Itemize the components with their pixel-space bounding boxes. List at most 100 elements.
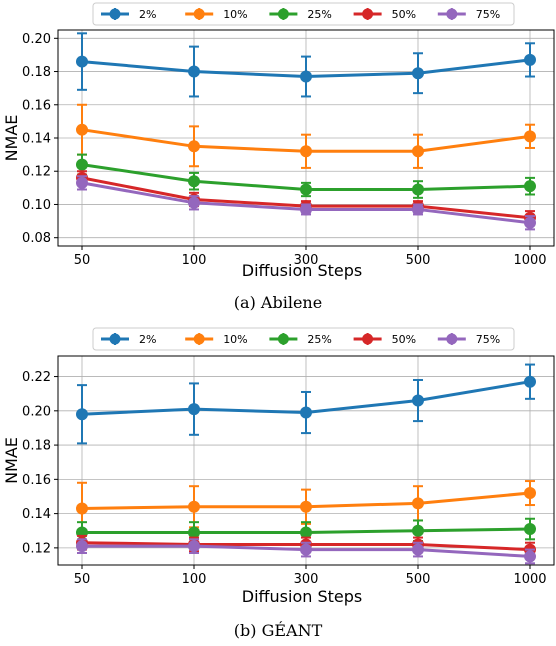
data-point — [300, 203, 312, 216]
data-point — [412, 543, 424, 556]
series-2pct — [76, 32, 536, 98]
data-point — [412, 524, 424, 537]
y-tick-label: 0.08 — [22, 231, 51, 246]
data-point — [412, 394, 424, 407]
legend-swatch-marker — [362, 333, 374, 345]
legend-swatch-marker — [109, 8, 121, 20]
legend-label: 25% — [307, 333, 331, 346]
legend-swatch-marker — [446, 333, 458, 345]
y-tick-label: 0.18 — [22, 439, 51, 454]
legend-item: 2% — [101, 8, 156, 21]
data-point — [188, 140, 200, 153]
data-point — [412, 67, 424, 80]
x-tick-label: 500 — [406, 572, 431, 587]
legend-item: 50% — [353, 333, 416, 346]
data-point — [412, 145, 424, 158]
data-point — [524, 180, 536, 193]
y-axis-label: NMAE — [2, 437, 21, 484]
data-point — [76, 408, 88, 421]
data-point — [300, 406, 312, 419]
data-point — [524, 53, 536, 66]
data-point — [188, 526, 200, 539]
data-point — [76, 540, 88, 553]
x-axis-label: Diffusion Steps — [242, 587, 363, 606]
panel-caption: (b) GÉANT — [234, 620, 323, 640]
legend-item: 25% — [269, 8, 332, 21]
legend-label: 75% — [476, 8, 500, 21]
legend-swatch-marker — [193, 8, 205, 20]
legend-swatch-marker — [446, 8, 458, 20]
y-tick-label: 0.22 — [22, 370, 51, 385]
x-tick-label: 300 — [294, 253, 319, 268]
legend-swatch-marker — [109, 333, 121, 345]
legend-label: 10% — [223, 333, 247, 346]
data-point — [188, 196, 200, 209]
data-point — [524, 550, 536, 563]
x-tick-label: 50 — [74, 253, 91, 268]
x-tick-label: 300 — [294, 572, 319, 587]
legend-item: 50% — [353, 8, 416, 21]
data-point — [76, 158, 88, 171]
legend: 2% 10% 25% 50% 75% — [92, 2, 515, 26]
data-point — [412, 497, 424, 510]
data-point — [412, 203, 424, 216]
data-point — [76, 502, 88, 515]
data-point — [300, 543, 312, 556]
legend-item: 75% — [437, 8, 500, 21]
y-tick-label: 0.12 — [22, 541, 51, 556]
data-point — [300, 500, 312, 513]
legend-label: 2% — [139, 333, 156, 346]
legend-label: 10% — [223, 8, 247, 21]
legend-item: 25% — [269, 333, 332, 346]
panel-caption: (a) Abilene — [234, 293, 322, 312]
legend-item: 10% — [185, 8, 248, 21]
y-tick-label: 0.16 — [22, 473, 51, 488]
data-point — [188, 500, 200, 513]
x-tick-label: 1000 — [513, 572, 546, 587]
legend-swatch-marker — [193, 333, 205, 345]
series-10pct — [76, 480, 536, 536]
x-tick-label: 100 — [182, 572, 207, 587]
y-tick-label: 0.14 — [22, 132, 51, 147]
data-point — [188, 403, 200, 416]
legend: 2% 10% 25% 50% 75% — [92, 327, 515, 351]
data-point — [524, 375, 536, 388]
data-point — [76, 123, 88, 136]
y-axis-label: NMAE — [2, 115, 21, 162]
series-10pct — [76, 103, 536, 169]
y-tick-label: 0.16 — [22, 98, 51, 113]
data-point — [300, 526, 312, 539]
x-tick-label: 500 — [406, 253, 431, 268]
legend-label: 25% — [307, 8, 331, 21]
data-point — [524, 130, 536, 143]
y-tick-label: 0.10 — [22, 198, 51, 213]
data-point — [524, 523, 536, 536]
data-point — [300, 70, 312, 83]
legend-label: 2% — [139, 8, 156, 21]
legend-label: 75% — [476, 333, 500, 346]
panel-geant: 0.12 0.14 0.16 0.18 0.20 0.22 50 100 300 500 1000 D… — [2, 327, 555, 640]
legend-swatch-marker — [277, 8, 289, 20]
x-tick-label: 50 — [74, 572, 91, 587]
x-axis-label: Diffusion Steps — [242, 261, 363, 280]
y-tick-label: 0.12 — [22, 165, 51, 180]
series-75pct — [76, 175, 536, 231]
x-tick-label: 100 — [182, 253, 207, 268]
legend-label: 50% — [392, 333, 416, 346]
legend-swatch-marker — [362, 8, 374, 20]
data-point — [76, 55, 88, 68]
legend-swatch-marker — [277, 333, 289, 345]
data-point — [300, 183, 312, 196]
y-tick-label: 0.20 — [22, 32, 51, 47]
data-point — [76, 176, 88, 189]
data-point — [188, 175, 200, 188]
x-tick-label: 1000 — [513, 253, 546, 268]
panel-abilene: 0.08 0.10 0.12 0.14 0.16 0.18 0.20 50 100 300 500 1… — [2, 2, 555, 312]
data-point — [188, 65, 200, 78]
y-tick-label: 0.18 — [22, 65, 51, 80]
y-tick-label: 0.14 — [22, 507, 51, 522]
data-point — [524, 487, 536, 500]
series-2pct — [76, 363, 536, 445]
series-75pct — [76, 538, 536, 565]
